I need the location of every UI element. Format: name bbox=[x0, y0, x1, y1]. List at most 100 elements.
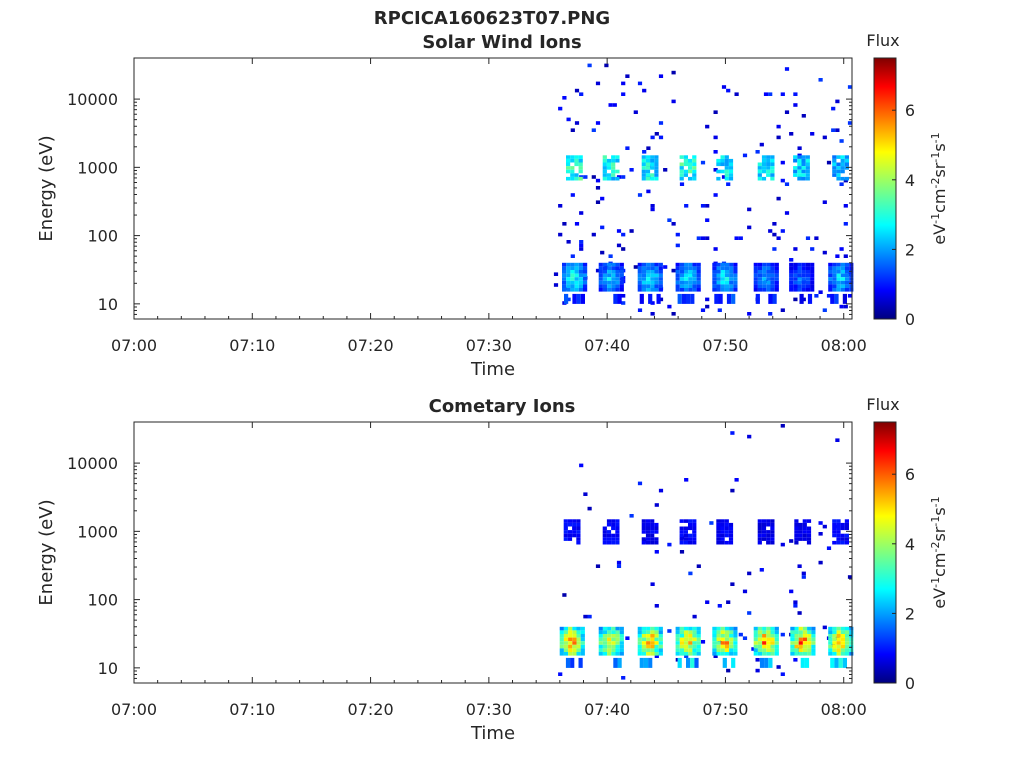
flux-cell bbox=[729, 280, 734, 285]
flux-cell bbox=[650, 135, 655, 140]
flux-cell bbox=[840, 626, 845, 631]
flux-cell bbox=[675, 288, 680, 292]
flux-cell bbox=[654, 284, 659, 288]
flux-cell bbox=[580, 630, 585, 634]
flux-cell bbox=[728, 537, 734, 541]
flux-cell bbox=[574, 262, 579, 267]
flux-cell bbox=[766, 626, 771, 631]
flux-cell bbox=[566, 266, 571, 270]
flux-cell bbox=[566, 117, 571, 122]
flux-cell bbox=[615, 169, 620, 174]
flux-cell bbox=[692, 634, 697, 638]
flux-cell bbox=[807, 634, 812, 638]
flux-cell bbox=[716, 626, 721, 631]
flux-cell bbox=[728, 162, 734, 167]
flux-cell bbox=[692, 158, 697, 163]
flux-cell bbox=[688, 262, 693, 267]
flux-cell bbox=[607, 644, 612, 649]
flux-cell bbox=[728, 166, 734, 170]
flux-cell bbox=[774, 270, 779, 274]
flux-cell bbox=[733, 288, 738, 292]
flux-cell bbox=[770, 262, 775, 267]
flux-cell bbox=[679, 630, 684, 634]
flux-cell bbox=[835, 128, 840, 132]
flux-cell bbox=[712, 652, 717, 656]
flux-cell bbox=[654, 173, 659, 177]
flux-cell bbox=[734, 236, 739, 240]
flux-cell bbox=[770, 644, 775, 649]
flux-cell bbox=[637, 641, 642, 645]
flux-cell bbox=[692, 162, 697, 167]
flux-cell bbox=[650, 637, 655, 642]
flux-cell bbox=[720, 634, 725, 638]
flux-cell bbox=[562, 270, 567, 274]
flux-cell bbox=[712, 630, 717, 634]
flux-cell bbox=[684, 630, 689, 634]
flux-cell bbox=[770, 648, 775, 652]
flux-cell bbox=[683, 169, 688, 174]
flux-cell bbox=[692, 626, 697, 631]
flux-cell bbox=[776, 124, 781, 129]
flux-cell bbox=[836, 634, 841, 638]
flux-cell bbox=[615, 266, 620, 270]
flux-cell bbox=[753, 630, 758, 634]
flux-cell bbox=[805, 158, 810, 163]
flux-cell bbox=[842, 657, 847, 668]
flux-cell bbox=[683, 158, 688, 163]
flux-cell bbox=[675, 652, 680, 656]
flux-cell bbox=[757, 634, 763, 638]
flux-cell bbox=[793, 169, 798, 174]
flux-cell bbox=[650, 162, 655, 167]
flux-cell bbox=[658, 297, 664, 302]
flux-cell bbox=[611, 652, 616, 656]
flux-cell bbox=[679, 273, 684, 278]
flux-cell bbox=[688, 533, 693, 538]
flux-cell bbox=[716, 284, 721, 288]
flux-cell bbox=[726, 293, 732, 304]
flux-cell bbox=[843, 204, 848, 208]
flux-cell bbox=[656, 293, 661, 304]
flux-cell bbox=[692, 522, 697, 527]
flux-cell bbox=[583, 492, 588, 496]
flux-cell bbox=[832, 280, 837, 285]
flux-cell bbox=[598, 634, 603, 638]
flux-cell bbox=[753, 270, 758, 274]
flux-cell bbox=[576, 637, 581, 642]
flux-cell bbox=[766, 262, 771, 267]
flux-cell bbox=[705, 124, 710, 129]
flux-cell bbox=[580, 626, 585, 631]
x-tick-label: 07:00 bbox=[111, 700, 157, 719]
flux-cell bbox=[580, 637, 585, 642]
flux-cell bbox=[805, 155, 810, 159]
flux-cell bbox=[794, 634, 799, 638]
flux-cell bbox=[836, 648, 841, 652]
flux-cell bbox=[755, 668, 760, 673]
flux-cell bbox=[611, 176, 616, 181]
flux-cell bbox=[797, 162, 802, 167]
flux-cell bbox=[570, 657, 575, 668]
flux-cell bbox=[654, 626, 659, 631]
flux-cell bbox=[805, 273, 811, 278]
flux-cell bbox=[583, 277, 588, 281]
flux-cell bbox=[838, 657, 843, 668]
flux-cell bbox=[606, 530, 612, 534]
flux-cell bbox=[798, 652, 803, 656]
flux-cell bbox=[562, 284, 567, 288]
flux-cell bbox=[615, 626, 620, 631]
flux-cell bbox=[832, 641, 837, 645]
flux-cell bbox=[645, 537, 651, 541]
flux-cell bbox=[774, 644, 779, 649]
flux-cell bbox=[761, 169, 767, 174]
flux-cell bbox=[615, 652, 620, 656]
flux-cell bbox=[789, 266, 794, 270]
flux-cell bbox=[716, 637, 721, 642]
flux-cell bbox=[828, 288, 833, 292]
flux-cell bbox=[721, 85, 727, 89]
flux-cell bbox=[720, 533, 725, 538]
flux-cell bbox=[747, 207, 752, 212]
flux-cell bbox=[641, 522, 646, 527]
flux-cell bbox=[570, 280, 575, 285]
flux-cell bbox=[753, 648, 758, 652]
flux-cell bbox=[774, 273, 779, 278]
flux-cell bbox=[570, 270, 575, 274]
